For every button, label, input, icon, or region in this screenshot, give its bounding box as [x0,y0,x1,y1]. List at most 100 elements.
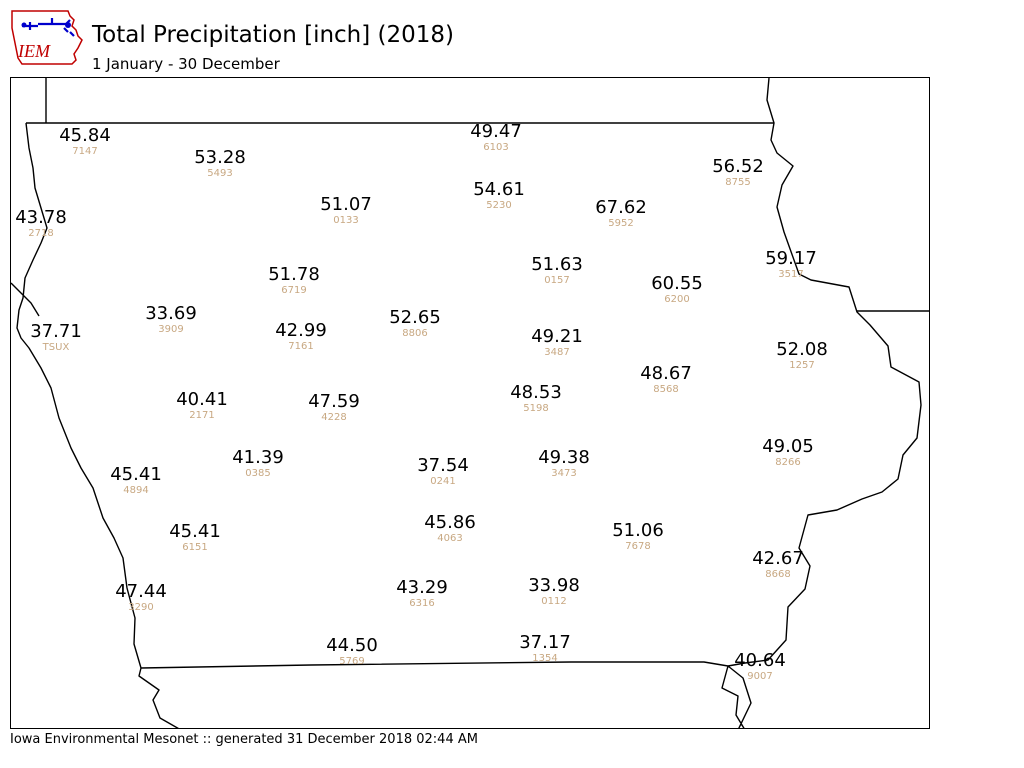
precip-value-label: 49.21 [531,326,583,347]
station-id-label: 5952 [608,218,633,229]
state-boundaries [11,78,929,728]
iowa-boundary [16,122,922,728]
station-id-label: 9007 [747,671,772,682]
station-id-label: 4063 [437,533,462,544]
precip-value-label: 52.08 [776,339,828,360]
precip-value-label: 59.17 [765,248,817,269]
station-id-label: 3473 [551,468,576,479]
station-id-label: 6719 [281,285,306,296]
precip-value-label: 56.52 [712,156,764,177]
station-id-label: 8755 [725,177,750,188]
station-id-label: 2718 [28,228,53,239]
station-id-label: 5230 [486,200,511,211]
station-id-label: 3487 [544,347,569,358]
precip-value-label: 47.59 [308,391,360,412]
station-id-label: 8668 [765,569,790,580]
station-id-label: 4228 [321,412,346,423]
map-title: Total Precipitation [inch] (2018) [92,22,455,48]
precip-value-label: 43.29 [396,577,448,598]
precip-value-label: 43.78 [15,207,67,228]
station-id-label: 0133 [333,215,358,226]
precip-value-label: 47.44 [115,581,167,602]
station-id-label: 0112 [541,596,566,607]
station-id-label: 0241 [430,476,455,487]
station-id-label: 4894 [123,485,148,496]
precip-value-label: 37.54 [417,455,469,476]
station-id-label: 8568 [653,384,678,395]
station-id-label: 6151 [182,542,207,553]
precip-value-label: 51.63 [531,254,583,275]
station-id-label: 1354 [532,653,557,664]
precip-value-label: 40.41 [176,389,228,410]
station-id-label: 5493 [207,168,232,179]
precip-value-label: 49.38 [538,447,590,468]
precip-value-label: 54.61 [473,179,525,200]
station-id-label: 3909 [158,324,183,335]
precip-value-label: 44.50 [326,635,378,656]
precip-value-label: 42.67 [752,548,804,569]
precip-value-label: 33.69 [145,303,197,324]
precip-value-label: 42.99 [275,320,327,341]
precip-value-label: 40.64 [734,650,786,671]
station-id-label: 5769 [339,656,364,667]
station-id-label: 0157 [544,275,569,286]
precip-value-label: 51.07 [320,194,372,215]
precip-value-label: 51.78 [268,264,320,285]
precip-value-label: 48.53 [510,382,562,403]
station-id-label: 8266 [775,457,800,468]
precip-value-label: 49.47 [470,121,522,142]
precip-value-label: 60.55 [651,273,703,294]
precip-value-label: 67.62 [595,197,647,218]
station-id-label: 3290 [128,602,153,613]
station-id-label: 1257 [789,360,814,371]
precip-value-label: 49.05 [762,436,814,457]
station-id-label: 7147 [72,146,97,157]
station-id-label: 2171 [189,410,214,421]
iowa-logo-icon: IEM [11,10,83,65]
station-id-label: 7161 [288,341,313,352]
precip-value-label: 48.67 [640,363,692,384]
precip-value-label: 45.86 [424,512,476,533]
mn-wi-border [766,78,775,124]
station-id-label: 6316 [409,598,434,609]
station-id-label: 0385 [245,468,270,479]
precip-value-label: 45.41 [110,464,162,485]
map-panel: 45.84 7147 49.47 6103 53.28 5493 56.52 8755 54.6… [10,77,930,729]
station-id-label: 6200 [664,294,689,305]
map-subtitle: 1 January - 30 December [92,55,280,73]
station-id-label: 7678 [625,541,650,552]
precip-value-label: 52.65 [389,307,441,328]
precip-value-label: 33.98 [528,575,580,596]
station-id-label: 5198 [523,403,548,414]
station-id-label: TSUX [42,342,70,353]
precip-value-label: 37.71 [30,321,82,342]
footer-credit: Iowa Environmental Mesonet :: generated … [10,732,478,747]
